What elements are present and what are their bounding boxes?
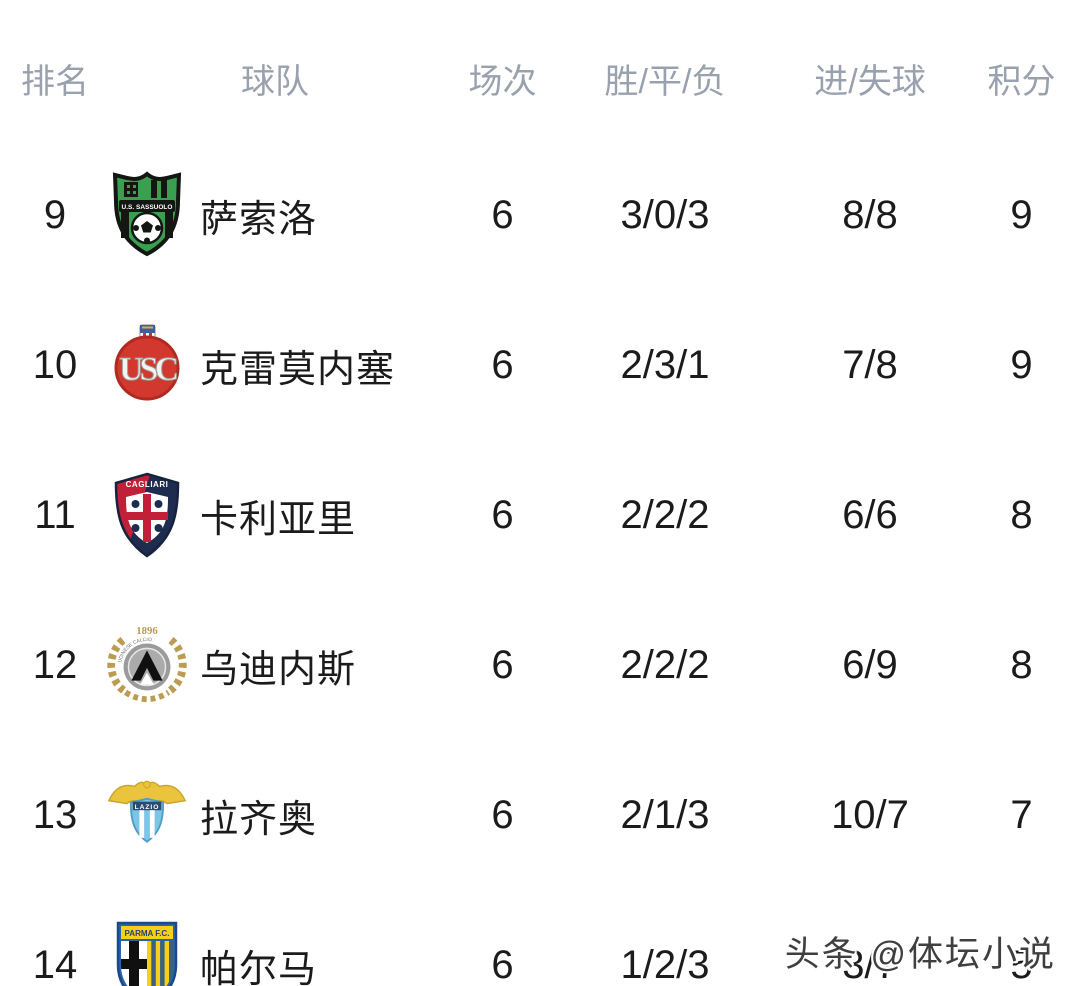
team-name: 克雷莫内塞 xyxy=(200,348,396,391)
points-cell: 9 xyxy=(1010,192,1033,237)
header-rank: 排名 xyxy=(21,62,89,101)
team-name: 帕尔马 xyxy=(200,948,318,986)
matches-cell: 6 xyxy=(491,792,514,837)
wdl-cell: 2/2/2 xyxy=(620,492,710,537)
svg-text:U.S. SASSUOLO: U.S. SASSUOLO xyxy=(122,204,173,211)
table-row[interactable]: 11 xyxy=(0,440,1068,590)
svg-text:CAGLIARI: CAGLIARI xyxy=(126,480,169,489)
table-row[interactable]: 14 PARMA F.C. xyxy=(0,890,1068,986)
goals-cell: 7/8 xyxy=(842,342,898,387)
header-points: 积分 xyxy=(987,62,1056,101)
table-row[interactable]: 10 USC 克雷莫内塞 6 2/3/1 xyxy=(0,290,1068,440)
lazio-badge-icon: LAZIO xyxy=(106,767,188,863)
header-wdl: 胜/平/负 xyxy=(604,62,726,101)
table-header: 排名 球队 场次 胜/平/负 进/失球 积分 xyxy=(0,0,1068,140)
cagliari-badge-icon: CAGLIARI xyxy=(106,467,188,563)
points-cell: 5 xyxy=(1010,942,1033,986)
rank-cell: 9 xyxy=(43,192,67,237)
team-name: 萨索洛 xyxy=(200,198,318,241)
matches-cell: 6 xyxy=(491,492,514,537)
svg-text:PARMA F.C.: PARMA F.C. xyxy=(125,929,170,938)
goals-cell: 6/9 xyxy=(842,642,898,687)
table-row[interactable]: 9 U.S. SASSUOLO xyxy=(0,140,1068,290)
wdl-cell: 2/3/1 xyxy=(620,342,710,387)
matches-cell: 6 xyxy=(491,342,514,387)
wdl-cell: 2/1/3 xyxy=(620,792,710,837)
rank-cell: 12 xyxy=(32,642,78,687)
udinese-badge-icon: 1896 UDINESE CALCIO xyxy=(106,617,188,713)
table-row[interactable]: 12 1896 UDINESE CALCIO 乌迪 xyxy=(0,590,1068,740)
points-cell: 8 xyxy=(1010,492,1033,537)
points-cell: 8 xyxy=(1010,642,1033,687)
points-cell: 9 xyxy=(1010,342,1033,387)
table-row[interactable]: 13 LAZIO 拉齐奥 6 2/1/3 10/7 7 xyxy=(0,740,1068,890)
header-team: 球队 xyxy=(241,62,309,101)
header-matches: 场次 xyxy=(468,62,537,101)
rank-cell: 13 xyxy=(32,792,78,837)
cremonese-badge-icon: USC xyxy=(106,317,188,413)
goals-cell: 10/7 xyxy=(831,792,909,837)
sassuolo-badge-icon: U.S. SASSUOLO xyxy=(106,167,188,263)
goals-cell: 6/6 xyxy=(842,492,898,537)
matches-cell: 6 xyxy=(491,192,514,237)
goals-cell: 3/7 xyxy=(842,942,898,986)
matches-cell: 6 xyxy=(491,942,514,986)
header-goals: 进/失球 xyxy=(814,62,926,101)
svg-text:LAZIO: LAZIO xyxy=(135,804,160,811)
svg-text:USC: USC xyxy=(119,351,176,388)
wdl-cell: 1/2/3 xyxy=(620,942,710,986)
team-name: 乌迪内斯 xyxy=(200,648,357,691)
matches-cell: 6 xyxy=(491,642,514,687)
svg-text:1896: 1896 xyxy=(136,625,158,637)
rank-cell: 11 xyxy=(34,492,76,537)
watermark: 头条 @体坛小说 xyxy=(784,935,1056,974)
points-cell: 7 xyxy=(1010,792,1033,837)
parma-badge-icon: PARMA F.C. xyxy=(106,917,188,986)
rank-cell: 10 xyxy=(32,342,78,387)
team-name: 卡利亚里 xyxy=(200,498,357,541)
wdl-cell: 3/0/3 xyxy=(620,192,710,237)
team-name: 拉齐奥 xyxy=(200,798,318,841)
rank-cell: 14 xyxy=(32,942,78,986)
wdl-cell: 2/2/2 xyxy=(620,642,710,687)
goals-cell: 8/8 xyxy=(842,192,898,237)
